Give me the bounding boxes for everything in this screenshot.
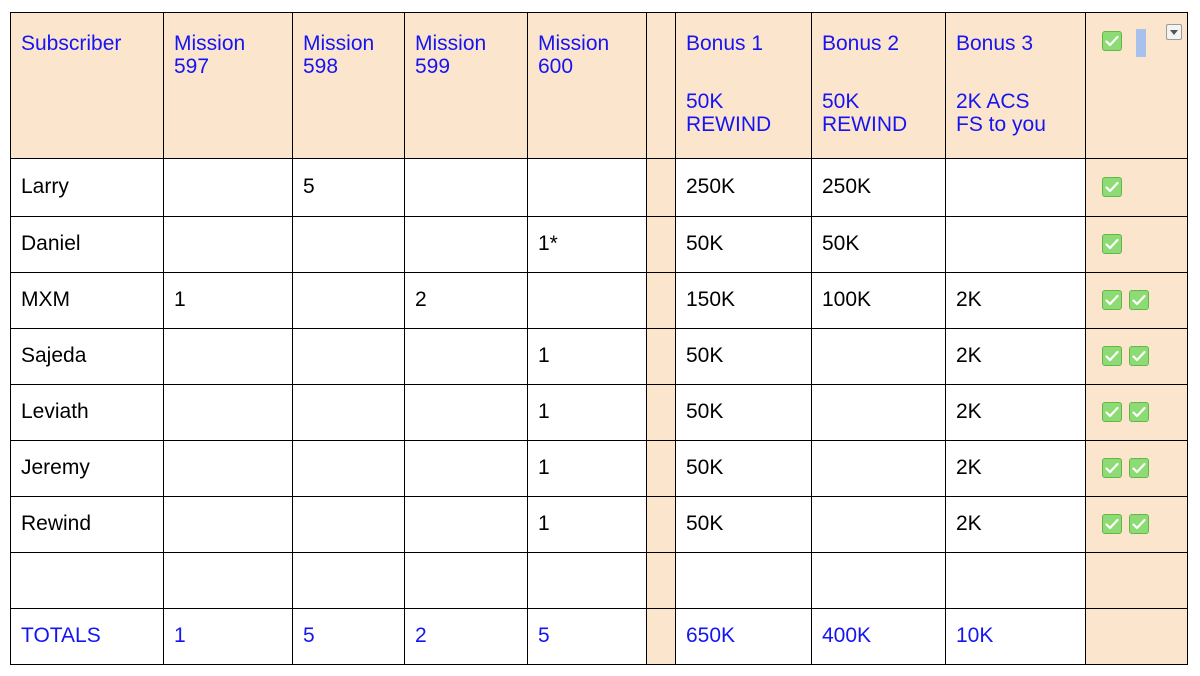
header-cell-bonus3[interactable]: Bonus 3 bbox=[956, 32, 1034, 55]
cell-bonus1[interactable]: 50K bbox=[686, 399, 724, 423]
cell-bonus2[interactable]: 250K bbox=[822, 174, 872, 198]
grid-vline bbox=[1187, 12, 1188, 665]
cell-bonus1[interactable]: 150K bbox=[686, 287, 736, 311]
grid-hline bbox=[10, 608, 1187, 609]
header-cell-subscriber[interactable]: Subscriber bbox=[21, 32, 122, 55]
cell-m600[interactable]: 1 bbox=[538, 399, 550, 423]
cell-bonus1[interactable]: 50K bbox=[686, 511, 724, 535]
cell-m599[interactable]: 2 bbox=[415, 287, 427, 311]
grid-vline bbox=[945, 12, 946, 665]
selection-highlight bbox=[1136, 29, 1146, 57]
header-cell-bonus2[interactable]: Bonus 2 bbox=[822, 32, 900, 55]
header-row-fill bbox=[10, 12, 1187, 158]
grid-vline bbox=[163, 12, 164, 665]
cell-subscriber[interactable]: Rewind bbox=[21, 511, 92, 535]
header-checkbox[interactable] bbox=[1102, 31, 1122, 51]
check-column-fill bbox=[1085, 12, 1187, 664]
cell-m600[interactable]: 1 bbox=[538, 455, 550, 479]
cell-m597[interactable]: 1 bbox=[174, 287, 186, 311]
grid-hline bbox=[10, 552, 1187, 553]
header-cell-m599[interactable]: Mission 599 bbox=[415, 32, 487, 78]
cell-subscriber[interactable]: Daniel bbox=[21, 231, 81, 255]
row-checkbox[interactable] bbox=[1129, 514, 1149, 534]
cell-m600[interactable]: 1 bbox=[538, 343, 550, 367]
row-checkbox[interactable] bbox=[1102, 458, 1122, 478]
header-cell-m598[interactable]: Mission 598 bbox=[303, 32, 375, 78]
cell-subscriber[interactable]: Jeremy bbox=[21, 455, 90, 479]
grid-hline bbox=[10, 496, 1187, 497]
cell-bonus3[interactable]: 2K bbox=[956, 511, 982, 535]
cell-subscriber[interactable]: Leviath bbox=[21, 399, 89, 423]
spacer-column-fill bbox=[646, 12, 675, 664]
cell-bonus3[interactable]: 2K bbox=[956, 455, 982, 479]
cell-m598[interactable]: 5 bbox=[303, 174, 315, 198]
cell-bonus2[interactable]: 100K bbox=[822, 287, 872, 311]
cell-bonus1[interactable]: 50K bbox=[686, 231, 724, 255]
totals-cell-m600: 5 bbox=[538, 623, 550, 647]
cell-m600[interactable]: 1* bbox=[538, 231, 558, 255]
grid-vline bbox=[811, 12, 812, 665]
row-checkbox[interactable] bbox=[1102, 177, 1122, 197]
row-checkbox[interactable] bbox=[1129, 346, 1149, 366]
grid-vline bbox=[1085, 12, 1086, 665]
grid-hline bbox=[10, 664, 1187, 665]
row-checkbox[interactable] bbox=[1102, 346, 1122, 366]
header-subcell-bonus3: 2K ACS FS to you bbox=[956, 90, 1046, 136]
row-checkbox[interactable] bbox=[1102, 234, 1122, 254]
grid-hline bbox=[10, 328, 1187, 329]
grid-vline bbox=[292, 12, 293, 665]
cell-m600[interactable]: 1 bbox=[538, 511, 550, 535]
grid-vline bbox=[404, 12, 405, 665]
row-checkbox[interactable] bbox=[1129, 458, 1149, 478]
cell-bonus1[interactable]: 250K bbox=[686, 174, 736, 198]
totals-cell-bonus1: 650K bbox=[686, 623, 736, 647]
cell-subscriber[interactable]: Larry bbox=[21, 174, 69, 198]
grid-hline bbox=[10, 158, 1187, 159]
cell-bonus3[interactable]: 2K bbox=[956, 399, 982, 423]
totals-cell-bonus2: 400K bbox=[822, 623, 872, 647]
row-checkbox[interactable] bbox=[1102, 514, 1122, 534]
cell-bonus3[interactable]: 2K bbox=[956, 287, 982, 311]
grid-vline bbox=[675, 12, 676, 665]
row-checkbox[interactable] bbox=[1102, 402, 1122, 422]
header-cell-m597[interactable]: Mission 597 bbox=[174, 32, 246, 78]
grid-vline bbox=[646, 12, 647, 665]
totals-cell-m599: 2 bbox=[415, 623, 427, 647]
grid-vline bbox=[10, 12, 11, 665]
header-subcell-bonus1: 50K REWIND bbox=[686, 90, 772, 136]
cell-bonus1[interactable]: 50K bbox=[686, 455, 724, 479]
cell-bonus1[interactable]: 50K bbox=[686, 343, 724, 367]
totals-cell-subscriber: TOTALS bbox=[21, 623, 101, 647]
totals-cell-m597: 1 bbox=[174, 623, 186, 647]
totals-cell-bonus3: 10K bbox=[956, 623, 994, 647]
totals-cell-m598: 5 bbox=[303, 623, 315, 647]
dropdown-chevron-icon[interactable] bbox=[1166, 24, 1182, 40]
cell-subscriber[interactable]: MXM bbox=[21, 287, 70, 311]
cell-subscriber[interactable]: Sajeda bbox=[21, 343, 87, 367]
cell-bonus3[interactable]: 2K bbox=[956, 343, 982, 367]
row-checkbox[interactable] bbox=[1129, 290, 1149, 310]
grid-hline bbox=[10, 384, 1187, 385]
header-cell-m600[interactable]: Mission 600 bbox=[538, 32, 610, 78]
grid-vline bbox=[527, 12, 528, 665]
row-checkbox[interactable] bbox=[1102, 290, 1122, 310]
grid-hline bbox=[10, 216, 1187, 217]
header-subcell-bonus2: 50K REWIND bbox=[822, 90, 908, 136]
grid-hline bbox=[10, 272, 1187, 273]
cell-bonus2[interactable]: 50K bbox=[822, 231, 860, 255]
grid-hline bbox=[10, 12, 1187, 13]
grid-hline bbox=[10, 440, 1187, 441]
header-cell-bonus1[interactable]: Bonus 1 bbox=[686, 32, 764, 55]
row-checkbox[interactable] bbox=[1129, 402, 1149, 422]
